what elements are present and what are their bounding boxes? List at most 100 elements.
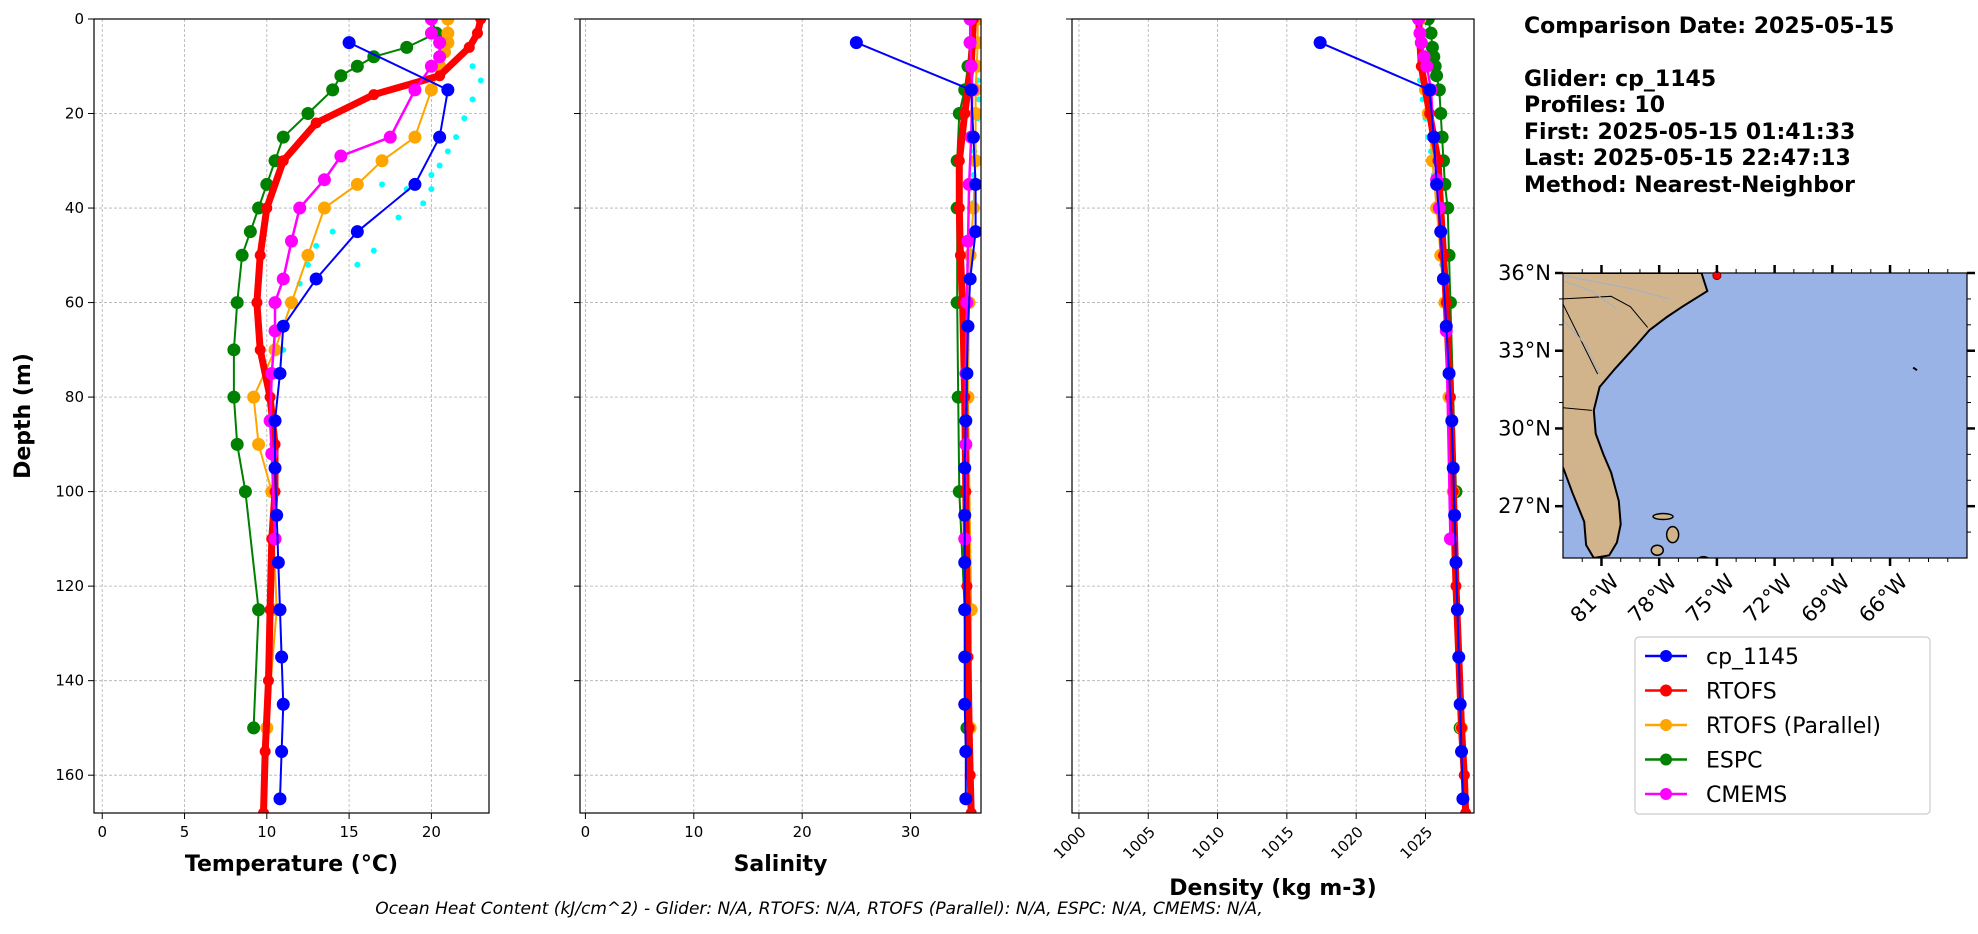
temperature-rtofs-point [254, 344, 266, 356]
temperature-rtofs-parallel-point [350, 177, 364, 191]
temperature-cp-1145-point [433, 130, 447, 144]
salinity-cmems-point [960, 296, 974, 310]
temperature-raw-point [420, 200, 427, 207]
salinity-rtofs-point [963, 722, 975, 734]
salinity-cp-1145-point [964, 83, 978, 97]
salinity-cmems-point [963, 19, 977, 26]
density-xtick-label: 1000 [1050, 823, 1090, 863]
temperature-cp-1145-point [275, 745, 289, 759]
legend-marker-rtofs [1660, 684, 1672, 697]
map-lon-label: 75°W [1681, 569, 1739, 627]
density-cp-1145-point [1452, 650, 1466, 664]
temperature-raw-point [395, 214, 402, 221]
salinity-rtofs-point [964, 769, 976, 781]
temperature-espc-point [400, 40, 414, 54]
density-cp-1145-point [1427, 130, 1441, 144]
temperature-raw-point [370, 247, 377, 254]
density-panel: 1000 1005 1010 1015 1020 1025 Density (kg m-3) [1050, 18, 1475, 901]
temperature-rtofs-parallel-point [268, 343, 282, 357]
island [1650, 544, 1665, 556]
salinity-cp-1145-point [958, 461, 972, 475]
temperature-rtofs-parallel-point [441, 19, 455, 26]
density-plot-area [1313, 19, 1472, 813]
temperature-cp-1145-point [276, 319, 290, 333]
legend-box [1634, 636, 1931, 815]
map-lon-label: 81°W [1566, 569, 1624, 627]
salinity-cp-1145-point [961, 319, 975, 333]
salinity-rtofs-point [961, 580, 973, 592]
temperature-rtofs-point [463, 41, 475, 53]
temperature-rtofs-parallel-point [317, 201, 331, 215]
temperature-cp-1145-point [273, 792, 287, 806]
density-cmems-point [1412, 19, 1426, 26]
map-area [1563, 273, 1967, 558]
temperature-xtick-label: 15 [340, 823, 359, 841]
temperature-cmems-point [276, 272, 290, 286]
salinity-xtick-label: 30 [901, 823, 920, 841]
salinity-cp-1145-point [958, 697, 972, 711]
temperature-cmems-point [383, 130, 397, 144]
ytick-label: 120 [55, 577, 84, 595]
salinity-cp-1145-point [958, 508, 972, 522]
temperature-espc-point [301, 107, 315, 121]
temperature-espc-point [252, 201, 266, 215]
temperature-espc-point [238, 485, 252, 499]
river [1563, 319, 1601, 375]
temperature-cp-1145-point [273, 603, 287, 617]
density-cp-1145-point [1434, 225, 1448, 239]
salinity-cp-1145-point [963, 272, 977, 286]
map-lon-label: 66°W [1854, 569, 1912, 627]
temperature-espc-point [247, 721, 261, 735]
temperature-cp-1145-point [276, 697, 290, 711]
temperature-cmems-point [424, 26, 438, 40]
temperature-espc-point [350, 59, 364, 73]
temperature-rtofs-parallel-point [375, 154, 389, 168]
density-cp-1145-point [1455, 745, 1469, 759]
temperature-raw-point [304, 261, 311, 268]
density-cp-1145-point [1453, 697, 1467, 711]
temperature-espc-point [227, 390, 241, 404]
density-espc-point [1434, 107, 1448, 121]
map-lat-label: 30°N [1498, 416, 1551, 440]
state-border [1563, 295, 1649, 328]
density-cmems-point [1414, 36, 1428, 50]
salinity-xtick-label: 20 [793, 823, 812, 841]
density-cp-1145-point [1313, 36, 1327, 50]
map-lat-label: 36°N [1498, 261, 1551, 285]
temperature-espc-point [260, 177, 274, 191]
temperature-raw-point [428, 186, 435, 193]
state-border [1563, 407, 1592, 411]
temperature-rtofs-point [277, 155, 289, 167]
info-block: Comparison Date: 2025-05-15 Glider: cp_1… [1524, 14, 1894, 199]
salinity-cp-1145-point [959, 745, 973, 759]
temperature-rtofs-point [259, 746, 271, 758]
temperature-xtick-label: 10 [257, 823, 276, 841]
legend-marker-cp-1145 [1660, 650, 1672, 662]
legend-label-cp-1145: cp_1145 [1706, 645, 1799, 670]
salinity-cp-1145-point [966, 130, 980, 144]
legend-marker-espc [1660, 753, 1672, 766]
temperature-rtofs-parallel-point [424, 83, 438, 97]
temperature-rtofs-parallel-point [408, 130, 422, 144]
salinity-cp-1145-point [969, 177, 981, 191]
coastline [1563, 273, 1709, 558]
density-cp-1145-point [1439, 319, 1453, 333]
temperature-rtofs-point [254, 249, 266, 261]
bermuda [1912, 366, 1918, 371]
temperature-raw-point [354, 261, 361, 268]
method: Method: Nearest-Neighbor [1524, 172, 1855, 198]
salinity-cmems-point [961, 234, 975, 248]
temperature-cmems-point [424, 59, 438, 73]
temperature-xtick-label: 0 [97, 823, 107, 841]
temperature-frame [93, 18, 490, 814]
location-map: 36°N 33°N 30°N 27°N 81°W 78°W 75°W 72°W 69°W 66°W [1498, 261, 1975, 627]
temperature-rtofs-parallel-point [301, 248, 315, 262]
temperature-rtofs-point [264, 604, 276, 616]
glider-name: Glider: cp_1145 [1524, 66, 1717, 92]
ytick-label: 0 [74, 10, 84, 28]
first-time: First: 2025-05-15 01:41:33 [1524, 119, 1856, 145]
temperature-rtofs-line [253, 19, 485, 813]
temperature-raw-point [379, 181, 386, 188]
map-lat-label: 27°N [1498, 494, 1551, 518]
temperature-xtick-label: 5 [180, 823, 190, 841]
